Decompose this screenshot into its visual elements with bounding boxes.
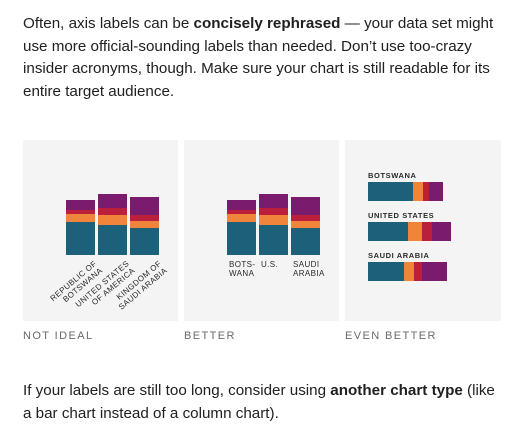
caption-better: BETTER (184, 330, 236, 342)
category-label: SAUDI ARABIA (293, 260, 325, 278)
bar-segment (259, 193, 288, 208)
bar-segment (413, 262, 422, 281)
bar-segment (259, 215, 288, 226)
bar-segment (412, 182, 423, 201)
category-label: BOTS- WANA (229, 260, 256, 278)
intro-bold: concisely rephrased (193, 15, 341, 32)
bar-segment (130, 215, 159, 221)
chart-panel-not-ideal: REPUBLIC OF BOTSWANA UNITED STATES OF AMERI… (23, 140, 178, 321)
bar-segment (227, 221, 256, 255)
bar-segment (227, 209, 256, 215)
chart-panel-better: BOTS- WANA U.S. SAUDI ARABIA (184, 140, 339, 321)
bar-segment (227, 214, 256, 222)
chart-panel-even-better: BOTSWANA UNITED STATES SAUDI ARABIA (345, 140, 501, 321)
bar-segment (227, 199, 256, 210)
category-label: U.S. (261, 260, 279, 269)
bar-segment (403, 262, 414, 281)
outro-text-1: If your labels are still too long, consi… (23, 382, 331, 399)
bar-segment (130, 228, 159, 255)
bar-segment (259, 207, 288, 216)
bar-segment (368, 262, 404, 281)
category-label: UNITED STATES (368, 211, 435, 220)
category-label: SAUDI ARABIA (368, 251, 430, 260)
bar-segment (421, 262, 447, 281)
bar-segment (431, 222, 451, 241)
intro-paragraph: Often, axis labels can be concisely reph… (23, 13, 501, 103)
bar-segment (98, 225, 127, 255)
bar-segment (98, 193, 127, 208)
bar-segment (421, 222, 432, 241)
caption-even-better: EVEN BETTER (345, 330, 437, 342)
bar-segment (291, 228, 320, 255)
caption-not-ideal: NOT IDEAL (23, 330, 94, 342)
outro-bold: another chart type (330, 382, 463, 399)
bar-segment (407, 222, 422, 241)
bar-segment (291, 220, 320, 229)
bar-segment (291, 215, 320, 221)
intro-text-1: Often, axis labels can be (23, 15, 194, 32)
bar-segment (259, 225, 288, 255)
bar-segment (368, 222, 408, 241)
bar-segment (130, 220, 159, 229)
bar-segment (66, 209, 95, 215)
outro-text-2: (like a bar chart instead of a column ch… (23, 382, 495, 422)
bar-segment (130, 196, 159, 216)
bar-segment (368, 182, 413, 201)
category-label: BOTSWANA (368, 171, 417, 180)
bar-segment (66, 214, 95, 222)
outro-paragraph: If your labels are still too long, consi… (23, 380, 501, 425)
bar-segment (98, 207, 127, 216)
bar-segment (428, 182, 443, 201)
bar-segment (66, 199, 95, 210)
bar-segment (98, 215, 127, 226)
bar-segment (66, 221, 95, 255)
bar-segment (291, 196, 320, 216)
bar-segment (422, 182, 429, 201)
intro-text-2: — your data set might use more official-… (23, 15, 494, 100)
